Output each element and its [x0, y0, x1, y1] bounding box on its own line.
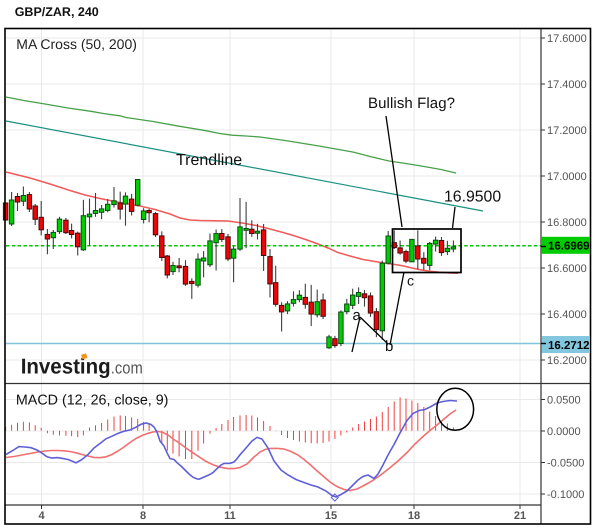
svg-text:16.2712: 16.2712: [548, 340, 590, 352]
svg-text:c: c: [407, 273, 414, 289]
svg-text:15: 15: [325, 510, 337, 522]
svg-text:17.0000: 17.0000: [547, 171, 587, 183]
svg-text:16.6969: 16.6969: [548, 241, 590, 253]
svg-text:.com: .com: [111, 359, 143, 378]
svg-text:17.4000: 17.4000: [547, 79, 587, 91]
svg-text:11: 11: [224, 510, 236, 522]
svg-text:a: a: [353, 307, 362, 324]
svg-text:MA Cross (50, 200): MA Cross (50, 200): [16, 36, 137, 52]
svg-text:16.8000: 16.8000: [547, 217, 587, 229]
svg-text:GBP/ZAR, 240: GBP/ZAR, 240: [15, 5, 99, 19]
svg-text:-0.0500: -0.0500: [547, 458, 584, 470]
svg-text:8: 8: [140, 510, 146, 522]
svg-text:Bullish Flag?: Bullish Flag?: [368, 95, 455, 112]
svg-text:16.6000: 16.6000: [547, 263, 587, 275]
svg-text:0.0500: 0.0500: [547, 395, 581, 407]
svg-text:b: b: [385, 338, 393, 355]
svg-text:Investing: Investing: [21, 355, 111, 379]
svg-text:17.2000: 17.2000: [547, 125, 587, 137]
svg-text:21: 21: [514, 510, 526, 522]
svg-text:Trendline: Trendline: [176, 152, 242, 169]
svg-text:0.0000: 0.0000: [547, 426, 581, 438]
svg-text:16.9500: 16.9500: [444, 189, 501, 206]
svg-text:MACD (12, 26, close, 9): MACD (12, 26, close, 9): [16, 392, 169, 408]
svg-text:16.4000: 16.4000: [547, 309, 587, 321]
svg-text:17.6000: 17.6000: [547, 33, 587, 45]
svg-text:16.2000: 16.2000: [547, 355, 587, 367]
svg-text:18: 18: [408, 510, 420, 522]
svg-text:-0.1000: -0.1000: [547, 489, 584, 501]
svg-text:4: 4: [38, 510, 45, 522]
